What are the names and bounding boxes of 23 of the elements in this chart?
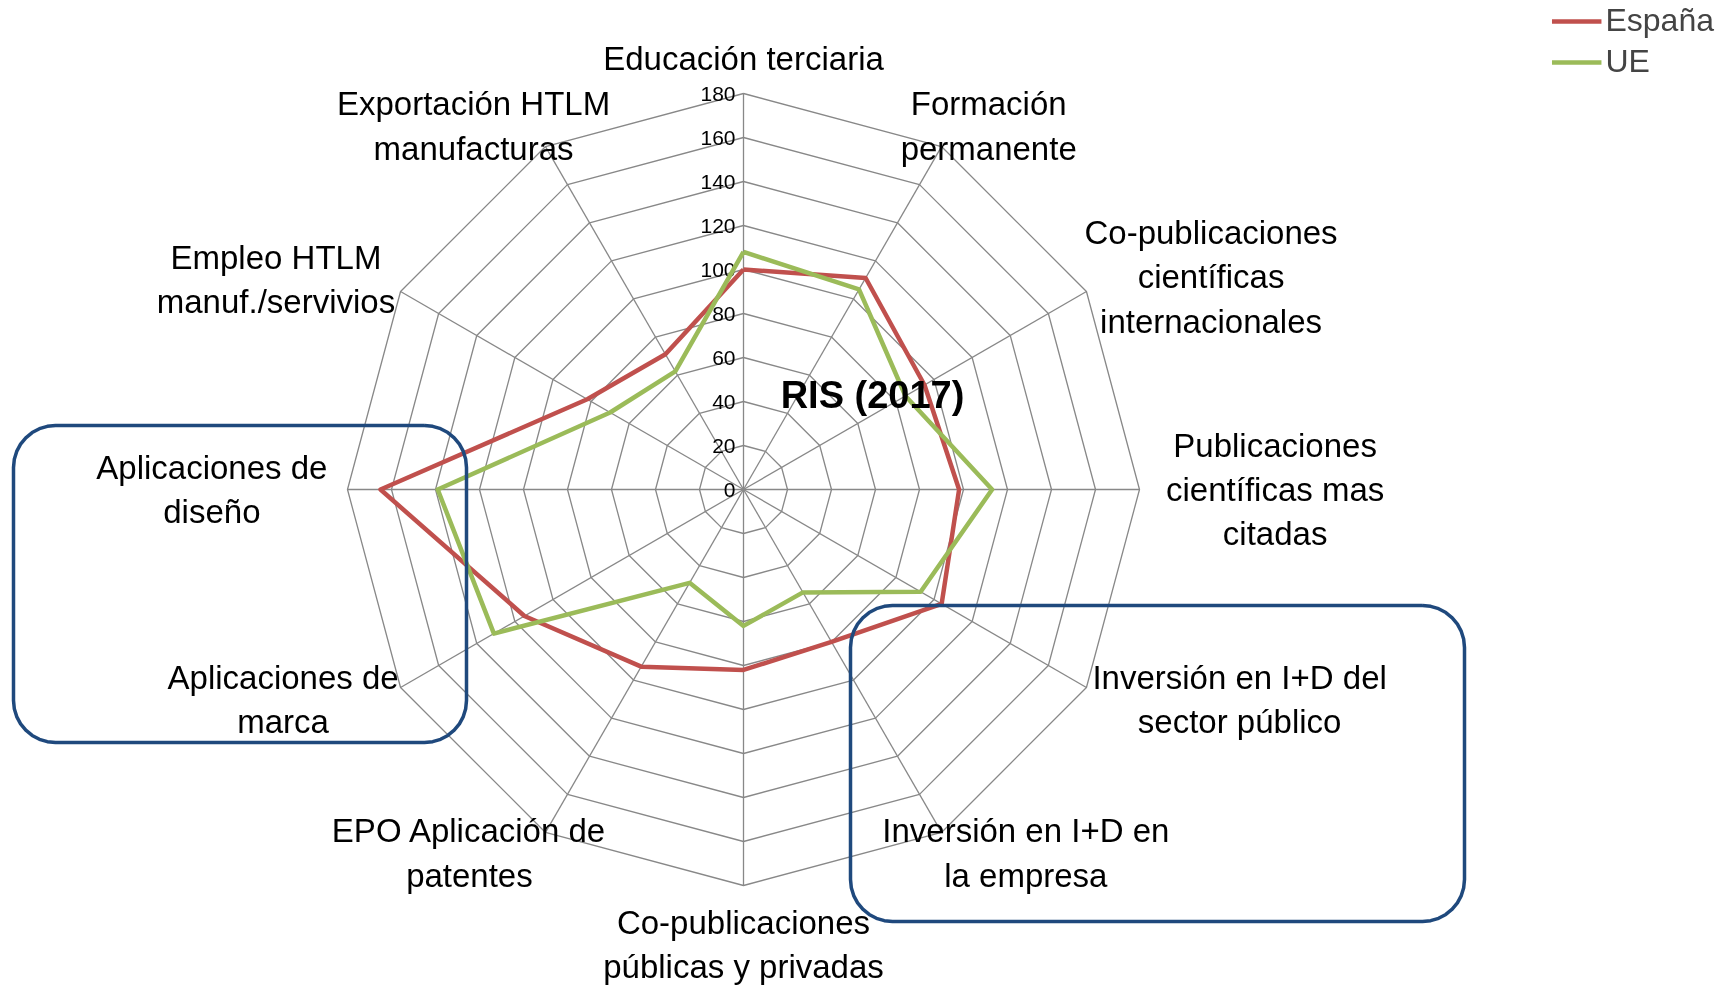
y-tick-label: 0 xyxy=(723,477,736,501)
spoke-label: Formación permanente xyxy=(900,85,1077,167)
spoke-label: EPO Aplicación de patentes xyxy=(331,812,606,894)
y-tick-label: 80 xyxy=(712,301,736,325)
y-tick-label: 40 xyxy=(712,389,736,413)
spoke-label: Inversión en I+D del sector público xyxy=(1092,658,1387,741)
spoke-label: Empleo HTLM manuf./servivios xyxy=(156,238,396,321)
y-tick-label: 140 xyxy=(700,169,736,193)
y-tick-label: 20 xyxy=(712,433,736,457)
spoke-label: Co-publicaciones públicas y privadas xyxy=(603,903,884,986)
spoke-label: Co-publicaciones científicas internacionales xyxy=(1084,213,1338,340)
legend-label: España xyxy=(1605,2,1714,39)
y-tick-label: 180 xyxy=(700,81,736,105)
spoke-label: Aplicaciones de marca xyxy=(167,658,399,741)
y-tick-label: 160 xyxy=(700,125,736,149)
spoke-label: Publicaciones científicas mas citadas xyxy=(1166,426,1385,553)
legend-label: UE xyxy=(1605,43,1650,80)
spoke-label: Educación terciaria xyxy=(603,39,885,77)
y-tick-label: 120 xyxy=(700,213,736,237)
spoke-label: Aplicaciones de diseño xyxy=(96,448,328,531)
spoke-label: Exportación HTLM manufacturas xyxy=(336,85,611,167)
spoke-label: Inversión en I+D en la empresa xyxy=(882,812,1170,894)
y-tick-label: 60 xyxy=(712,345,736,369)
